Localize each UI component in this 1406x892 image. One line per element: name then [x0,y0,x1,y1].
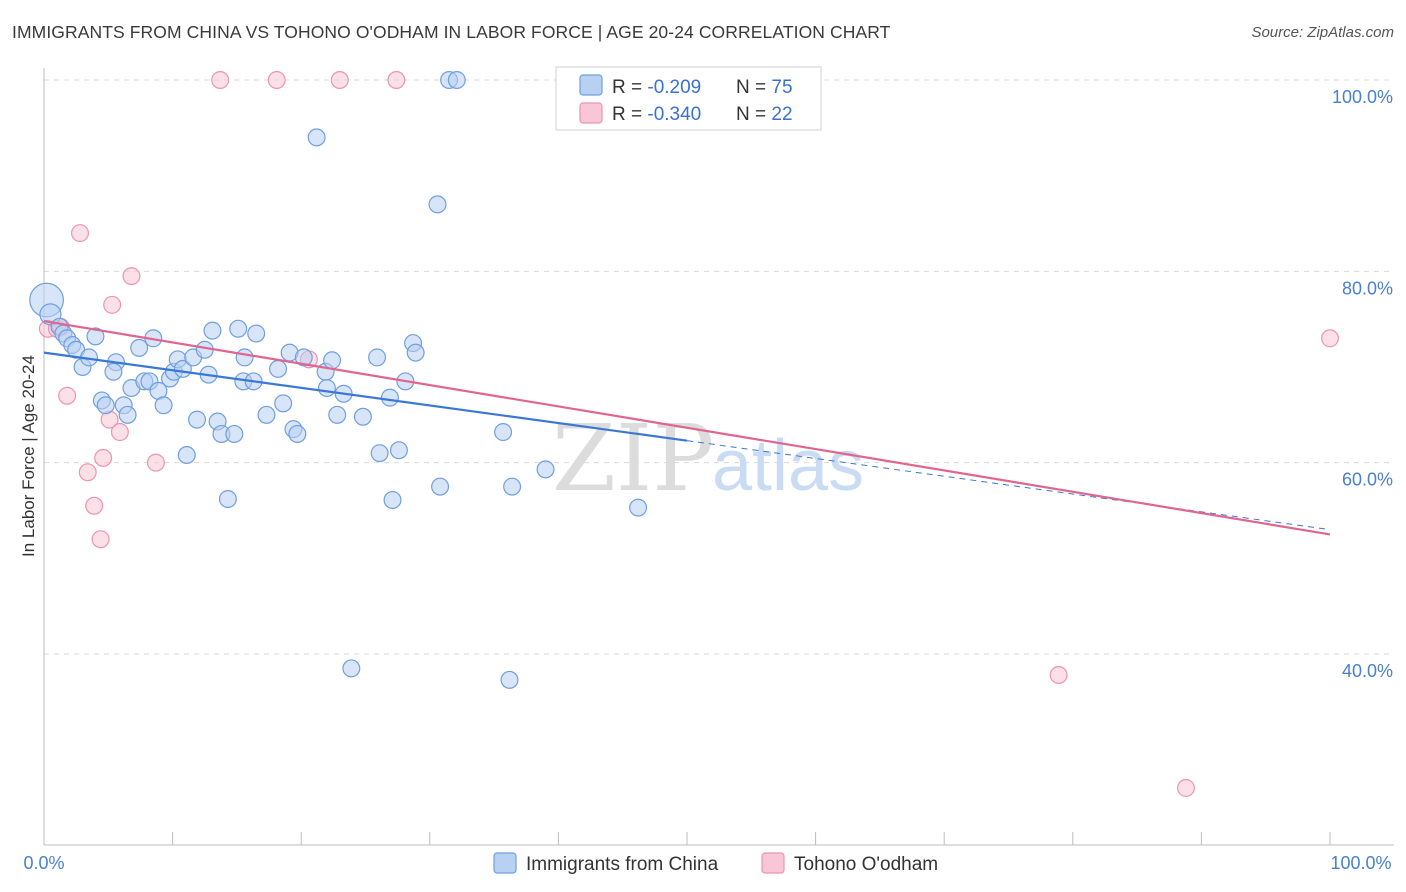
china-point-36[interactable] [225,424,244,443]
china-point-17[interactable] [130,338,149,357]
china-point-57[interactable] [368,348,387,367]
y-tick-labels: 40.0% 60.0% 80.0% 100.0% [1332,87,1393,681]
china-point-43[interactable] [269,359,288,378]
legend-china-n-value: 75 [771,77,792,98]
legend-tohono-n-value: 22 [771,104,792,125]
legend-china-n-label: N = [736,77,771,98]
y-tick-label-60: 60.0% [1342,470,1393,490]
china-point-11[interactable] [96,396,115,415]
tohono-point-3[interactable] [58,386,77,405]
tohono-point-17[interactable] [330,70,349,89]
legend: R = -0.209 N = 75 R = -0.340 N = 22 [555,66,822,131]
legend-tohono-r-label: R = [612,104,647,125]
china-point-13[interactable] [104,362,123,381]
tohono-point-18[interactable] [387,70,406,89]
watermark-zip: ZIP [552,405,714,512]
trend-tohono [43,319,1331,536]
y-tick-label-80: 80.0% [1342,278,1393,298]
legend-china-stats: R = -0.209 N = 75 [612,77,793,98]
china-point-71[interactable] [503,477,522,496]
tohono-point-4[interactable] [71,224,90,243]
china-point-68[interactable] [447,70,466,89]
china-point-58[interactable] [370,444,389,463]
china-point-64[interactable] [406,343,425,362]
china-point-42[interactable] [257,405,276,424]
series-china-points [29,70,648,689]
tohono-point-14[interactable] [211,70,230,89]
axes [43,68,1394,846]
china-point-47[interactable] [288,424,307,443]
tohono-point-10[interactable] [103,295,122,314]
bottom-legend-swatch-china[interactable] [493,852,517,874]
bottom-legend-tohono-label[interactable]: Tohono O'odham [794,854,938,875]
china-point-41[interactable] [247,324,266,343]
tohono-point-8[interactable] [94,448,113,467]
china-point-56[interactable] [353,407,372,426]
tohono-point-13[interactable] [146,453,165,472]
china-point-51[interactable] [317,379,336,398]
gridlines [44,79,1394,655]
china-point-22[interactable] [154,396,173,415]
y-tick-label-40: 40.0% [1342,661,1393,681]
chart-title: IMMIGRANTS FROM CHINA VS TOHONO O'ODHAM … [12,22,891,42]
china-point-69[interactable] [494,423,513,442]
china-point-72[interactable] [536,460,555,479]
legend-swatch-china [579,74,603,96]
bottom-legend-swatch-tohono[interactable] [761,852,785,874]
tohono-point-11[interactable] [110,423,129,442]
bottom-legend-china-label[interactable]: Immigrants from China [526,854,719,875]
china-point-49[interactable] [307,128,326,147]
china-point-15[interactable] [118,405,137,424]
china-point-29[interactable] [188,410,207,429]
y-axis-title: In Labor Force | Age 20-24 [19,355,38,557]
legend-swatch-tohono [579,102,603,124]
bottom-legend: Immigrants from China Tohono O'odham [493,852,938,875]
legend-china-r-value: -0.209 [647,77,701,98]
china-point-9[interactable] [86,327,105,346]
china-point-37[interactable] [229,319,248,338]
china-point-59[interactable] [380,388,399,407]
tohono-point-5[interactable] [78,463,97,482]
x-ticks [43,832,1331,845]
trend-china-extension [686,440,1331,531]
y-tick-label-100: 100.0% [1332,87,1393,107]
china-point-27[interactable] [177,446,196,465]
china-point-61[interactable] [389,441,408,460]
tohono-point-6[interactable] [85,496,104,515]
china-point-65[interactable] [428,195,447,214]
china-point-35[interactable] [218,490,237,509]
x-tick-label-max: 100.0% [1330,853,1391,873]
tohono-point-7[interactable] [91,530,110,549]
china-point-53[interactable] [328,405,347,424]
china-point-66[interactable] [431,477,450,496]
china-point-48[interactable] [294,348,313,367]
watermark-atlas: atlas [712,426,864,506]
china-point-52[interactable] [323,351,342,370]
tohono-point-21[interactable] [1320,329,1339,348]
legend-china-r-label: R = [612,77,647,98]
x-tick-label-min: 0.0% [23,853,64,873]
legend-tohono-stats: R = -0.340 N = 22 [612,104,793,125]
tohono-point-12[interactable] [122,267,141,286]
legend-tohono-n-label: N = [736,104,771,125]
tohono-point-15[interactable] [267,70,286,89]
china-point-44[interactable] [274,394,293,413]
chart-source: Source: ZipAtlas.com [1251,24,1394,41]
china-point-55[interactable] [342,659,361,678]
china-point-60[interactable] [383,490,402,509]
tohono-point-19[interactable] [1049,666,1068,685]
tohono-point-20[interactable] [1176,778,1195,797]
legend-tohono-r-value: -0.340 [647,104,701,125]
china-point-32[interactable] [203,321,222,340]
china-point-70[interactable] [500,670,519,689]
trend-china [43,351,688,442]
china-point-73[interactable] [629,498,648,517]
trend-lines [43,319,1331,536]
china-point-38[interactable] [235,348,254,367]
